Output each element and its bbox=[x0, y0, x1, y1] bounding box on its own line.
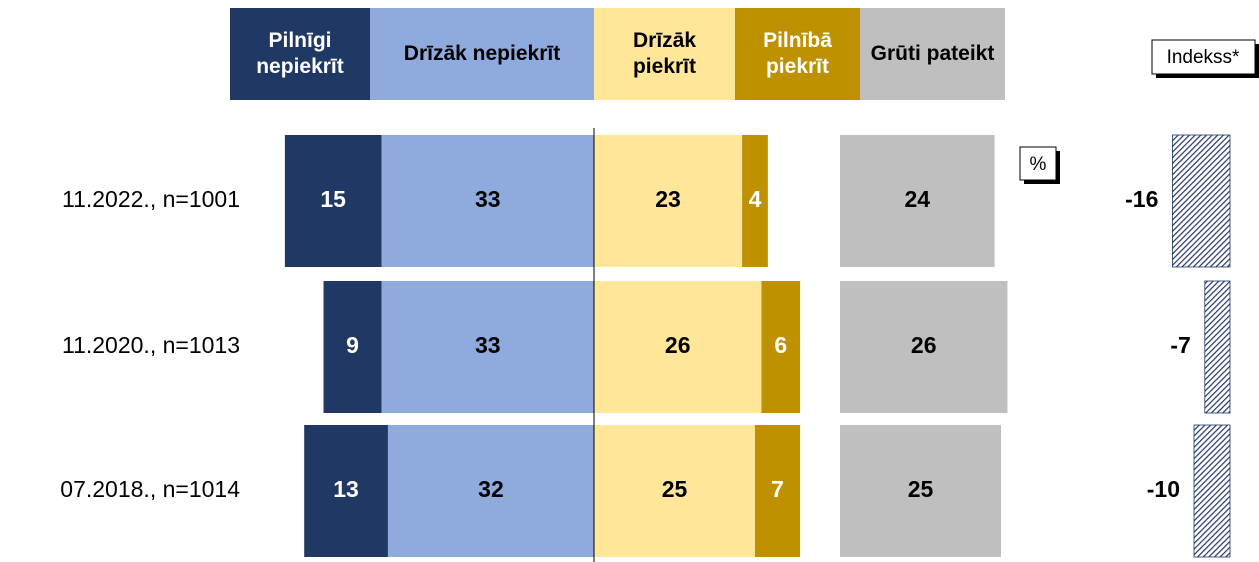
bar-segment bbox=[840, 135, 995, 267]
legend-header: Pilnībā piekrīt bbox=[735, 8, 860, 100]
value-label: 32 bbox=[478, 476, 504, 502]
category-label: 07.2018., n=1014 bbox=[60, 476, 240, 502]
unit-label: % bbox=[1030, 154, 1047, 175]
index-value: -10 bbox=[1147, 476, 1180, 502]
bar-segment bbox=[323, 281, 382, 413]
bar-segment bbox=[387, 425, 594, 557]
bar-segment bbox=[594, 281, 762, 413]
bar-segment bbox=[304, 425, 388, 557]
value-label: 4 bbox=[749, 186, 762, 212]
index-bar bbox=[1204, 280, 1231, 414]
bar-segment bbox=[840, 425, 1001, 557]
value-label: 7 bbox=[771, 476, 784, 502]
index-bar bbox=[1172, 134, 1231, 268]
bar-segment bbox=[381, 135, 594, 267]
value-label: 13 bbox=[333, 476, 359, 502]
category-label: 11.2022., n=1001 bbox=[62, 186, 240, 212]
bar-segment bbox=[755, 425, 801, 557]
legend-header: Pilnīgi nepiekrīt bbox=[230, 8, 370, 100]
value-label: 23 bbox=[655, 186, 681, 212]
bar-segment bbox=[742, 135, 768, 267]
bar-segment bbox=[381, 281, 594, 413]
index-value: -7 bbox=[1170, 332, 1190, 358]
value-label: 33 bbox=[475, 332, 501, 358]
value-label: 9 bbox=[346, 332, 359, 358]
index-label: Indekss* bbox=[1167, 47, 1240, 68]
value-label: 6 bbox=[774, 332, 787, 358]
bar-segment bbox=[840, 281, 1008, 413]
legend-header: Drīzāk piekrīt bbox=[594, 8, 735, 100]
value-label: 26 bbox=[911, 332, 937, 358]
value-label: 33 bbox=[475, 186, 501, 212]
legend-header: Grūti pateikt bbox=[860, 8, 1005, 100]
bar-segment bbox=[284, 135, 382, 267]
value-label: 24 bbox=[904, 186, 930, 212]
value-label: 26 bbox=[665, 332, 691, 358]
bar-segment bbox=[594, 135, 743, 267]
index-value: -16 bbox=[1125, 186, 1158, 212]
index-bar bbox=[1193, 424, 1231, 558]
bar-segment bbox=[761, 281, 801, 413]
value-label: 25 bbox=[662, 476, 688, 502]
category-label: 11.2020., n=1013 bbox=[62, 332, 240, 358]
bar-segment bbox=[594, 425, 755, 557]
legend-header: Drīzāk nepiekrīt bbox=[370, 8, 594, 100]
value-label: 25 bbox=[908, 476, 934, 502]
value-label: 15 bbox=[320, 186, 346, 212]
index-label-box bbox=[1151, 39, 1256, 75]
unit-box bbox=[1019, 146, 1057, 181]
